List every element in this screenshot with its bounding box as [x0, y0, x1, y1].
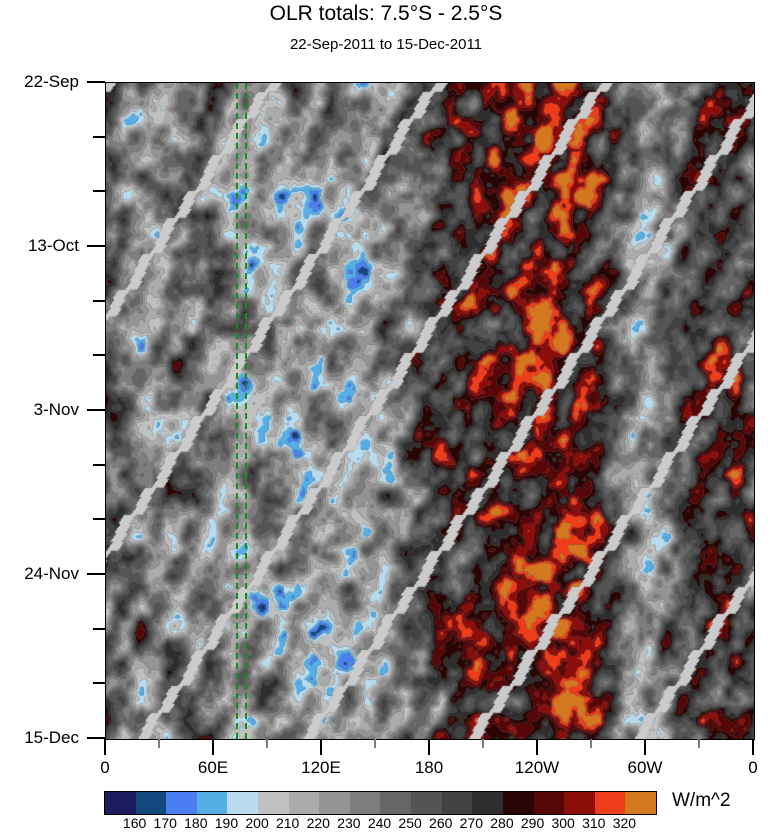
- x-tick-major: [320, 739, 322, 755]
- colorbar-tick-label: 320: [612, 815, 637, 831]
- x-tick-minor: [374, 739, 376, 748]
- olr-heatmap-canvas: [106, 83, 754, 739]
- x-axis-label: 120E: [301, 758, 341, 777]
- colorbar: [104, 791, 657, 815]
- x-tick-major: [104, 739, 106, 755]
- page-title: OLR totals: 7.5°S - 2.5°S: [269, 2, 503, 25]
- hovmoller-plot-area: [105, 82, 755, 740]
- colorbar-tick-label: 200: [245, 815, 269, 831]
- y-axis-label: 3-Nov: [33, 400, 79, 419]
- y-tick-minor: [93, 135, 105, 138]
- colorbar-tick-label: 170: [153, 815, 177, 831]
- colorbar-swatch: [625, 792, 656, 814]
- reference-line-77e: [244, 83, 247, 739]
- y-tick-minor: [93, 190, 105, 193]
- x-tick-major: [428, 739, 430, 755]
- colorbar-tick-label: 290: [520, 815, 545, 831]
- colorbar-swatch: [319, 792, 350, 814]
- x-axis-label: 0: [748, 758, 758, 777]
- x-axis-label: 60W: [627, 758, 663, 777]
- y-tick-major: [87, 573, 105, 575]
- colorbar-tick-label: 270: [459, 815, 484, 831]
- colorbar-tick-label: 230: [337, 815, 361, 831]
- y-tick-minor: [93, 627, 105, 630]
- colorbar-swatch: [594, 792, 626, 814]
- y-tick-major: [87, 81, 105, 83]
- y-tick-major: [87, 245, 105, 247]
- colorbar-swatch: [380, 792, 412, 814]
- colorbar-swatch: [502, 792, 534, 814]
- figure-subtitle: 22-Sep-2011 to 15-Dec-2011: [289, 36, 483, 53]
- y-axis-label: 13-Oct: [27, 236, 79, 255]
- x-tick-minor: [590, 739, 592, 748]
- colorbar-swatch: [411, 792, 442, 814]
- colorbar-tick-label: 190: [214, 815, 239, 831]
- colorbar-tick-label: 310: [582, 815, 606, 831]
- colorbar-tick-label: 220: [306, 815, 330, 831]
- x-tick-major: [644, 739, 646, 755]
- colorbar-swatch: [135, 792, 167, 814]
- y-axis-label: 15-Dec: [24, 728, 79, 747]
- colorbar-tick-label: 180: [184, 815, 208, 831]
- x-tick-minor: [698, 739, 700, 748]
- colorbar-swatch: [441, 792, 473, 814]
- colorbar-tick-label: 250: [398, 815, 422, 831]
- x-tick-minor: [158, 739, 160, 748]
- y-tick-minor: [93, 354, 105, 357]
- x-axis-label: 60E: [197, 758, 229, 777]
- y-axis-label: 22-Sep: [24, 72, 79, 91]
- reference-line-72e: [235, 83, 238, 739]
- colorbar-units-label: W/m^2: [672, 790, 731, 811]
- x-tick-major: [536, 739, 538, 755]
- colorbar-swatch: [564, 792, 595, 814]
- colorbar-swatch: [258, 792, 289, 814]
- x-axis-label: 180: [414, 758, 444, 777]
- colorbar-swatch: [196, 792, 228, 814]
- colorbar-tick-label: 280: [490, 815, 514, 831]
- colorbar-tick-label: 210: [275, 815, 300, 831]
- colorbar-swatch: [533, 792, 565, 814]
- colorbar-tick-label: 260: [429, 815, 453, 831]
- x-tick-minor: [482, 739, 484, 748]
- colorbar-tick-label: 300: [551, 815, 575, 831]
- x-axis-label: 120W: [514, 758, 560, 777]
- colorbar-swatch: [166, 792, 197, 814]
- y-tick-major: [87, 737, 105, 739]
- y-axis-label: 24-Nov: [24, 564, 79, 583]
- colorbar-swatch: [349, 792, 381, 814]
- colorbar-swatch: [288, 792, 320, 814]
- colorbar-swatch: [105, 792, 136, 814]
- y-tick-minor: [93, 299, 105, 302]
- colorbar-swatch: [227, 792, 259, 814]
- y-tick-minor: [93, 682, 105, 685]
- x-tick-major: [752, 739, 754, 755]
- y-tick-minor: [93, 518, 105, 521]
- colorbar-tick-label: 160: [122, 815, 147, 831]
- x-tick-minor: [266, 739, 268, 748]
- y-tick-major: [87, 409, 105, 411]
- colorbar-swatch: [472, 792, 503, 814]
- colorbar-tick-label: 240: [367, 815, 392, 831]
- y-tick-minor: [93, 463, 105, 466]
- x-tick-major: [212, 739, 214, 755]
- x-axis-label: 0: [100, 758, 110, 777]
